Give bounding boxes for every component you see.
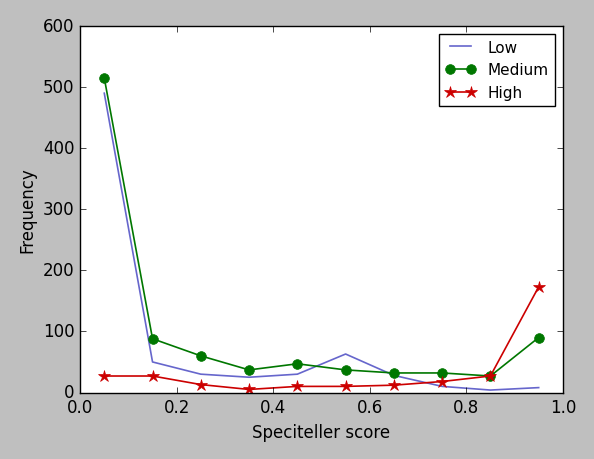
High — [245, 387, 252, 392]
Medium — [487, 374, 494, 379]
Low — [438, 384, 446, 389]
Low — [342, 352, 349, 357]
Low — [245, 375, 252, 380]
Medium — [390, 370, 397, 376]
Low — [390, 373, 397, 378]
Line: Low: Low — [105, 94, 539, 390]
Line: High: High — [98, 281, 545, 396]
High — [149, 374, 156, 379]
Medium — [535, 335, 542, 341]
X-axis label: Speciteller score: Speciteller score — [252, 423, 390, 441]
Legend: Low, Medium, High: Low, Medium, High — [439, 34, 555, 107]
Low — [197, 372, 204, 377]
Line: Medium: Medium — [99, 74, 544, 381]
High — [294, 384, 301, 389]
Low — [149, 359, 156, 365]
Medium — [245, 367, 252, 373]
Low — [101, 91, 108, 97]
High — [197, 382, 204, 387]
High — [438, 379, 446, 385]
High — [535, 285, 542, 290]
Y-axis label: Frequency: Frequency — [18, 167, 36, 252]
Medium — [149, 336, 156, 342]
Medium — [197, 353, 204, 359]
Medium — [294, 361, 301, 367]
Low — [294, 372, 301, 377]
Medium — [342, 367, 349, 373]
Low — [535, 385, 542, 391]
High — [487, 374, 494, 379]
Medium — [101, 76, 108, 82]
High — [342, 384, 349, 389]
Medium — [438, 370, 446, 376]
High — [101, 374, 108, 379]
Low — [487, 387, 494, 393]
High — [390, 383, 397, 388]
